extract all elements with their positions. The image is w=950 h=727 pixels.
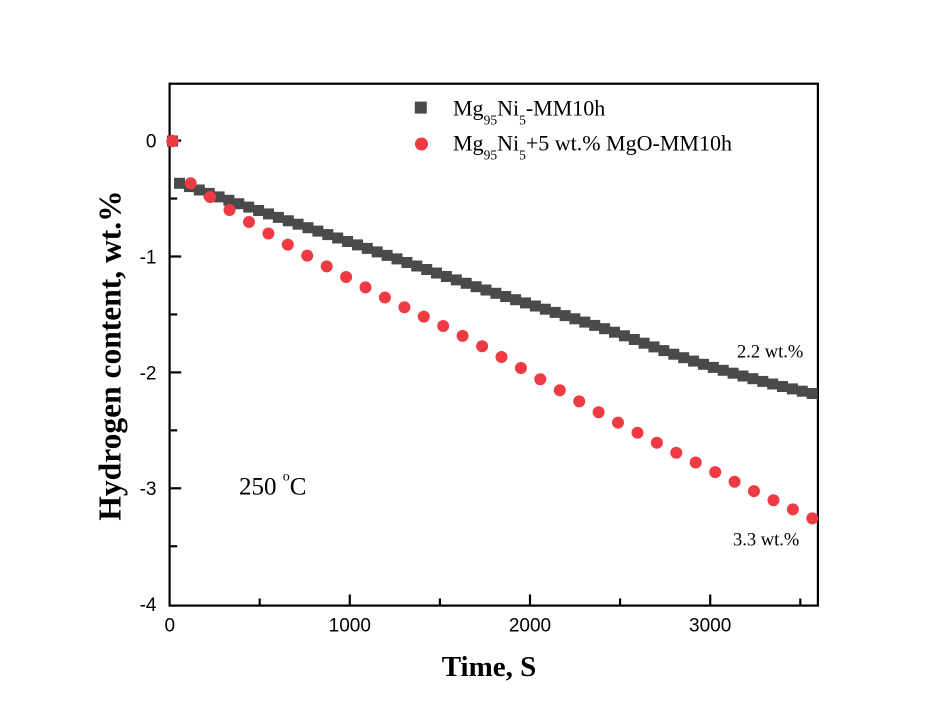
svg-text:-3: -3 [140,479,157,500]
svg-text:1000: 1000 [329,616,371,637]
svg-text:250 oC: 250 oC [239,470,306,501]
svg-text:3000: 3000 [689,616,731,637]
svg-text:-1: -1 [140,247,157,268]
svg-text:2.2 wt.%: 2.2 wt.% [737,343,803,363]
svg-text:Hydrogen content, wt.%: Hydrogen content, wt.% [93,190,128,520]
svg-text:-4: -4 [140,595,157,616]
svg-text:2000: 2000 [509,616,551,637]
svg-text:0: 0 [165,616,176,637]
svg-text:-2: -2 [140,363,157,384]
svg-text:Mg95Ni5+5 wt.% MgO-MM10h: Mg95Ni5+5 wt.% MgO-MM10h [453,131,732,163]
svg-text:Time, S: Time, S [442,651,537,683]
svg-text:0: 0 [146,132,157,153]
svg-text:3.3 wt.%: 3.3 wt.% [733,531,799,551]
svg-text:Mg95Ni5-MM10h: Mg95Ni5-MM10h [453,96,605,128]
